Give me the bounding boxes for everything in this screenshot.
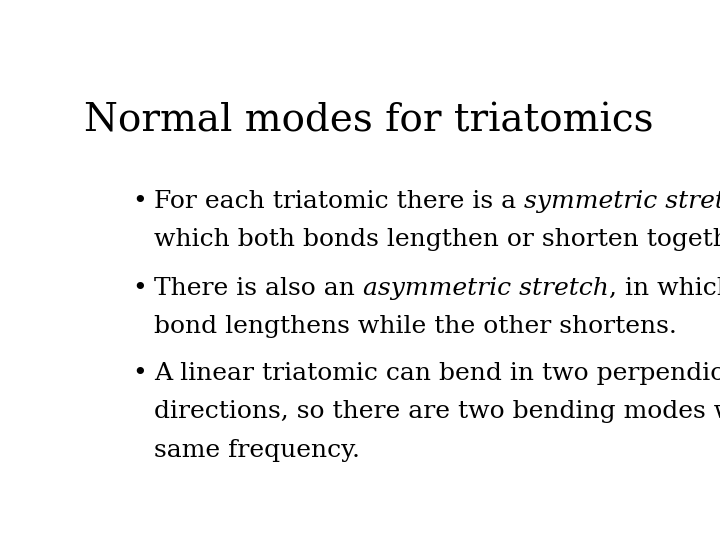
Text: directions, so there are two bending modes with the: directions, so there are two bending mod… xyxy=(154,400,720,423)
Text: same frequency.: same frequency. xyxy=(154,438,360,462)
Text: bond lengthens while the other shortens.: bond lengthens while the other shortens. xyxy=(154,315,677,338)
Text: which both bonds lengthen or shorten together.: which both bonds lengthen or shorten tog… xyxy=(154,228,720,251)
Text: , in which one: , in which one xyxy=(609,277,720,300)
Text: symmetric stretch: symmetric stretch xyxy=(524,190,720,213)
Text: For each triatomic there is a: For each triatomic there is a xyxy=(154,190,524,213)
Text: •: • xyxy=(132,362,147,385)
Text: asymmetric stretch: asymmetric stretch xyxy=(363,277,609,300)
Text: •: • xyxy=(132,190,147,213)
Text: Normal modes for triatomics: Normal modes for triatomics xyxy=(84,102,654,139)
Text: A linear triatomic can bend in two perpendicular: A linear triatomic can bend in two perpe… xyxy=(154,362,720,385)
Text: There is also an: There is also an xyxy=(154,277,363,300)
Text: •: • xyxy=(132,277,147,300)
